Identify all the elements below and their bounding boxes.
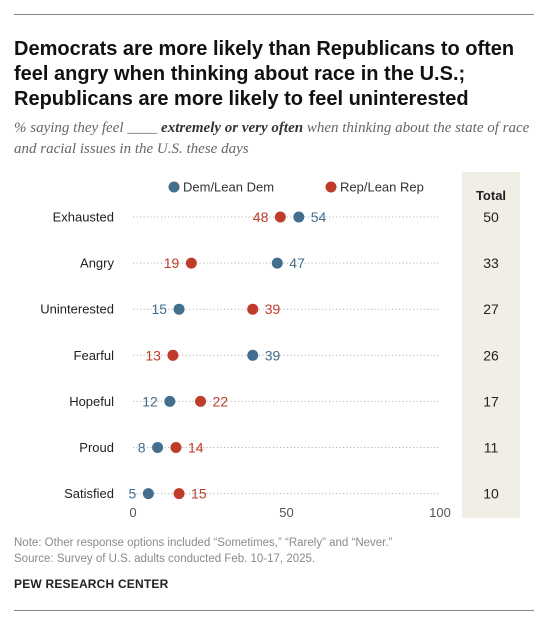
x-tick-label: 100	[429, 505, 451, 520]
dem-value-label: 5	[129, 486, 137, 502]
subtitle-suffix: when thinking about the state of race an…	[14, 120, 530, 157]
rep-dot	[173, 488, 185, 500]
category-label: Proud	[79, 440, 114, 455]
rep-dot	[170, 442, 182, 453]
chart-title: Democrats are more likely than Republica…	[14, 38, 515, 110]
legend-label-rep: Rep/Lean Rep	[340, 180, 424, 195]
legend-marker-dem	[168, 181, 180, 193]
total-column-header: Total	[476, 188, 506, 203]
rep-value-label: 39	[265, 301, 281, 317]
total-value: 11	[484, 440, 499, 456]
dem-value-label: 15	[151, 301, 167, 317]
x-tick-label: 0	[129, 505, 136, 520]
category-label: Hopeful	[69, 394, 114, 409]
rep-dot	[274, 211, 286, 223]
dem-dot	[293, 211, 305, 223]
rep-dot	[195, 395, 207, 407]
category-label: Exhausted	[53, 210, 114, 225]
rep-value-label: 14	[188, 440, 204, 456]
total-column-background	[462, 172, 520, 518]
total-value: 27	[483, 301, 499, 317]
legend-label-dem: Dem/Lean Dem	[183, 180, 274, 195]
rep-dot	[247, 303, 259, 315]
category-label: Satisfied	[64, 486, 114, 501]
total-value: 50	[483, 209, 499, 225]
legend-marker-rep	[325, 181, 337, 193]
dem-value-label: 12	[142, 393, 158, 409]
rep-value-label: 22	[213, 393, 229, 409]
category-label: Fearful	[74, 348, 115, 363]
total-value: 17	[483, 393, 499, 409]
top-rule	[14, 14, 534, 15]
rep-dot	[167, 349, 179, 361]
rep-value-label: 15	[191, 486, 207, 502]
bottom-rule	[14, 610, 534, 611]
rep-value-label: 19	[164, 255, 180, 271]
chart-note: Note: Other response options included “S…	[14, 537, 393, 549]
dem-dot	[152, 442, 164, 453]
category-label: Uninterested	[40, 302, 114, 317]
subtitle-emphasis: extremely or very often	[161, 120, 304, 136]
organization-name: PEW RESEARCH CENTER	[14, 577, 169, 591]
total-value: 33	[483, 255, 499, 271]
dem-dot	[173, 303, 185, 315]
dem-value-label: 54	[311, 209, 327, 225]
chart-subtitle: % saying they feel ____ extremely or ver…	[14, 118, 534, 160]
dem-value-label: 8	[138, 440, 146, 456]
category-label: Angry	[80, 256, 114, 271]
dem-value-label: 39	[265, 347, 281, 363]
x-tick-label: 50	[279, 505, 293, 520]
rep-value-label: 13	[145, 347, 161, 363]
rep-value-label: 48	[253, 209, 269, 225]
dem-dot	[142, 488, 154, 500]
total-value: 26	[483, 347, 499, 363]
subtitle-prefix: % saying they feel ____	[14, 120, 162, 136]
rep-dot	[185, 257, 197, 269]
dem-dot	[247, 349, 259, 361]
total-value: 10	[483, 486, 499, 502]
chart-source: Source: Survey of U.S. adults conducted …	[14, 553, 316, 565]
dem-dot	[271, 257, 283, 269]
dem-value-label: 47	[289, 255, 305, 271]
dem-dot	[164, 395, 176, 407]
